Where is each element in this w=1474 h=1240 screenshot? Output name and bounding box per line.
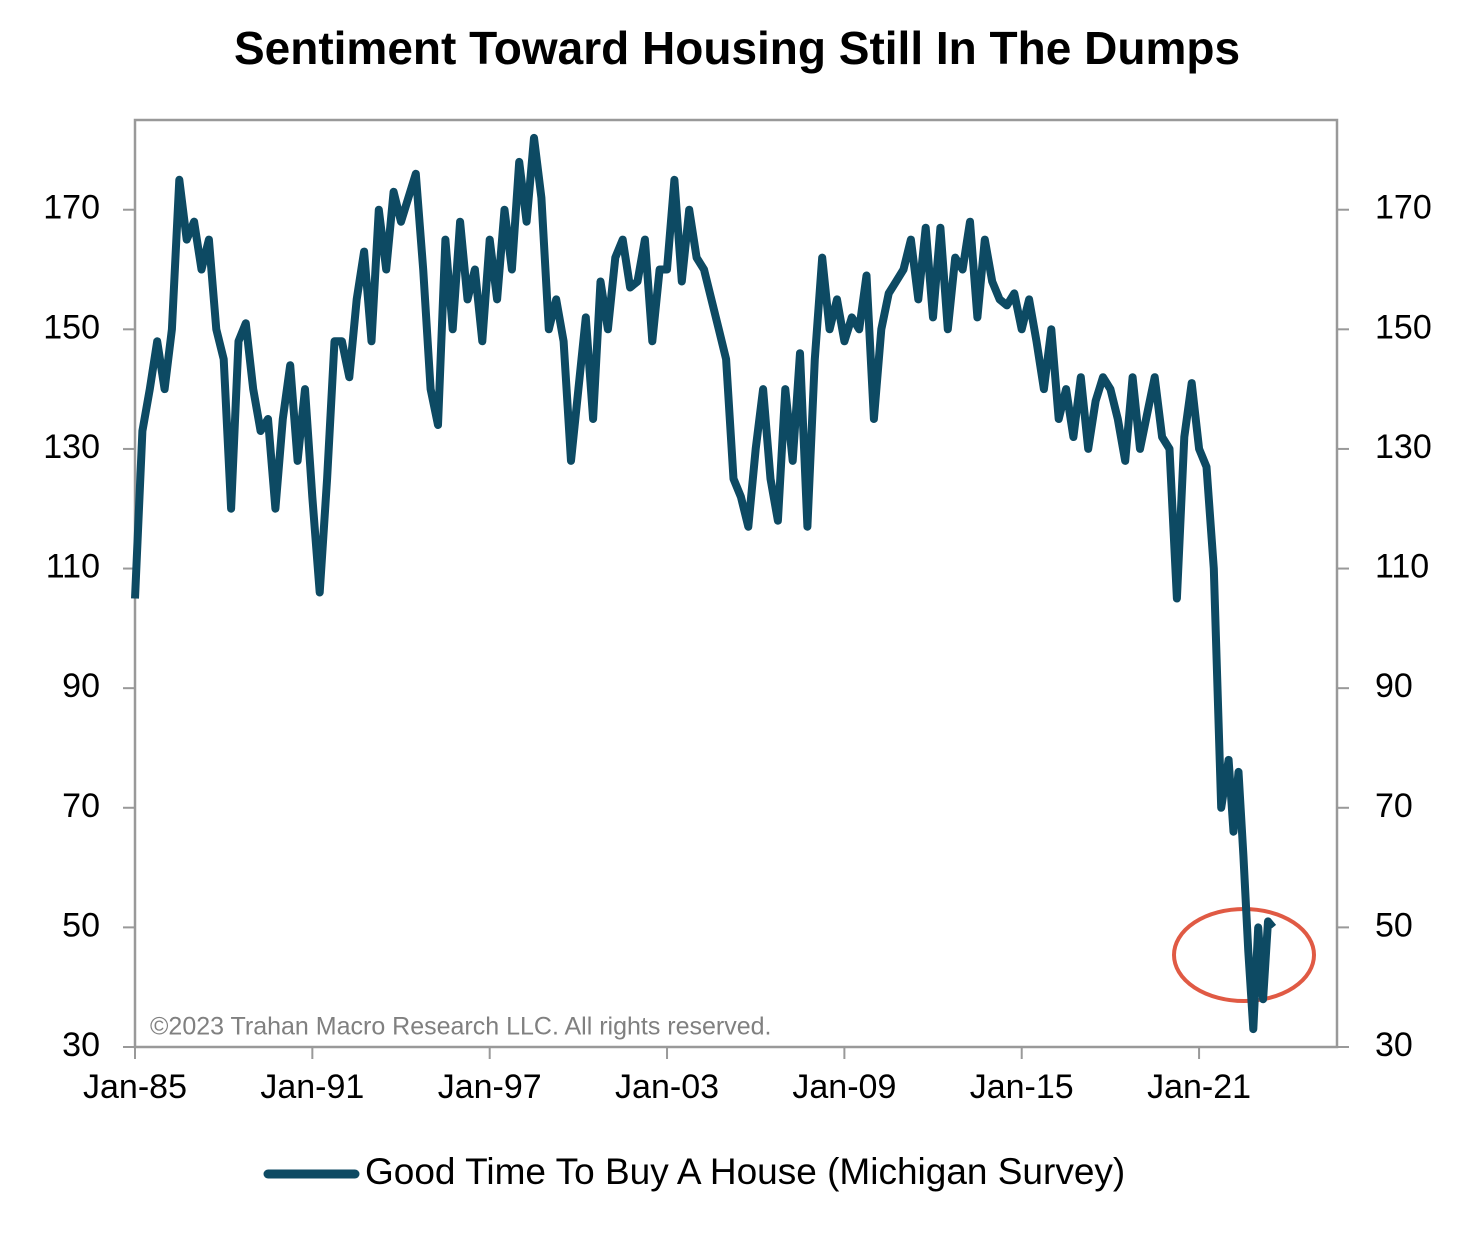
y-tick-label: 90 bbox=[62, 667, 100, 705]
copyright: ©2023 Trahan Macro Research LLC. All rig… bbox=[150, 1013, 772, 1041]
legend-label: Good Time To Buy A House (Michigan Surve… bbox=[365, 1151, 1125, 1192]
y-tick-label: 110 bbox=[46, 548, 100, 586]
y2-tick-label: 170 bbox=[1375, 189, 1432, 227]
y-tick-label: 130 bbox=[43, 428, 100, 466]
x-tick-label: Jan-91 bbox=[260, 1068, 364, 1106]
x-tick-label: Jan-03 bbox=[615, 1068, 719, 1106]
x-tick-label: Jan-21 bbox=[1147, 1068, 1251, 1106]
y2-tick-label: 150 bbox=[1375, 308, 1432, 346]
y2-tick-label: 110 bbox=[1375, 548, 1429, 586]
chart-title: Sentiment Toward Housing Still In The Du… bbox=[234, 22, 1240, 74]
y2-tick-label: 30 bbox=[1375, 1026, 1413, 1064]
x-tick-label: Jan-97 bbox=[438, 1068, 542, 1106]
y2-tick-label: 50 bbox=[1375, 906, 1413, 944]
y-tick-label: 30 bbox=[62, 1026, 100, 1064]
x-tick-label: Jan-85 bbox=[83, 1068, 187, 1106]
y-tick-label: 150 bbox=[43, 308, 100, 346]
y2-tick-label: 70 bbox=[1375, 787, 1413, 825]
y-tick-label: 70 bbox=[62, 787, 100, 825]
y-tick-label: 50 bbox=[62, 906, 100, 944]
y-tick-label: 170 bbox=[43, 189, 100, 227]
x-tick-label: Jan-15 bbox=[970, 1068, 1074, 1106]
y2-tick-label: 130 bbox=[1375, 428, 1432, 466]
x-tick-label: Jan-09 bbox=[792, 1068, 896, 1106]
y2-tick-label: 90 bbox=[1375, 667, 1413, 705]
data-line bbox=[131, 133, 1277, 1034]
